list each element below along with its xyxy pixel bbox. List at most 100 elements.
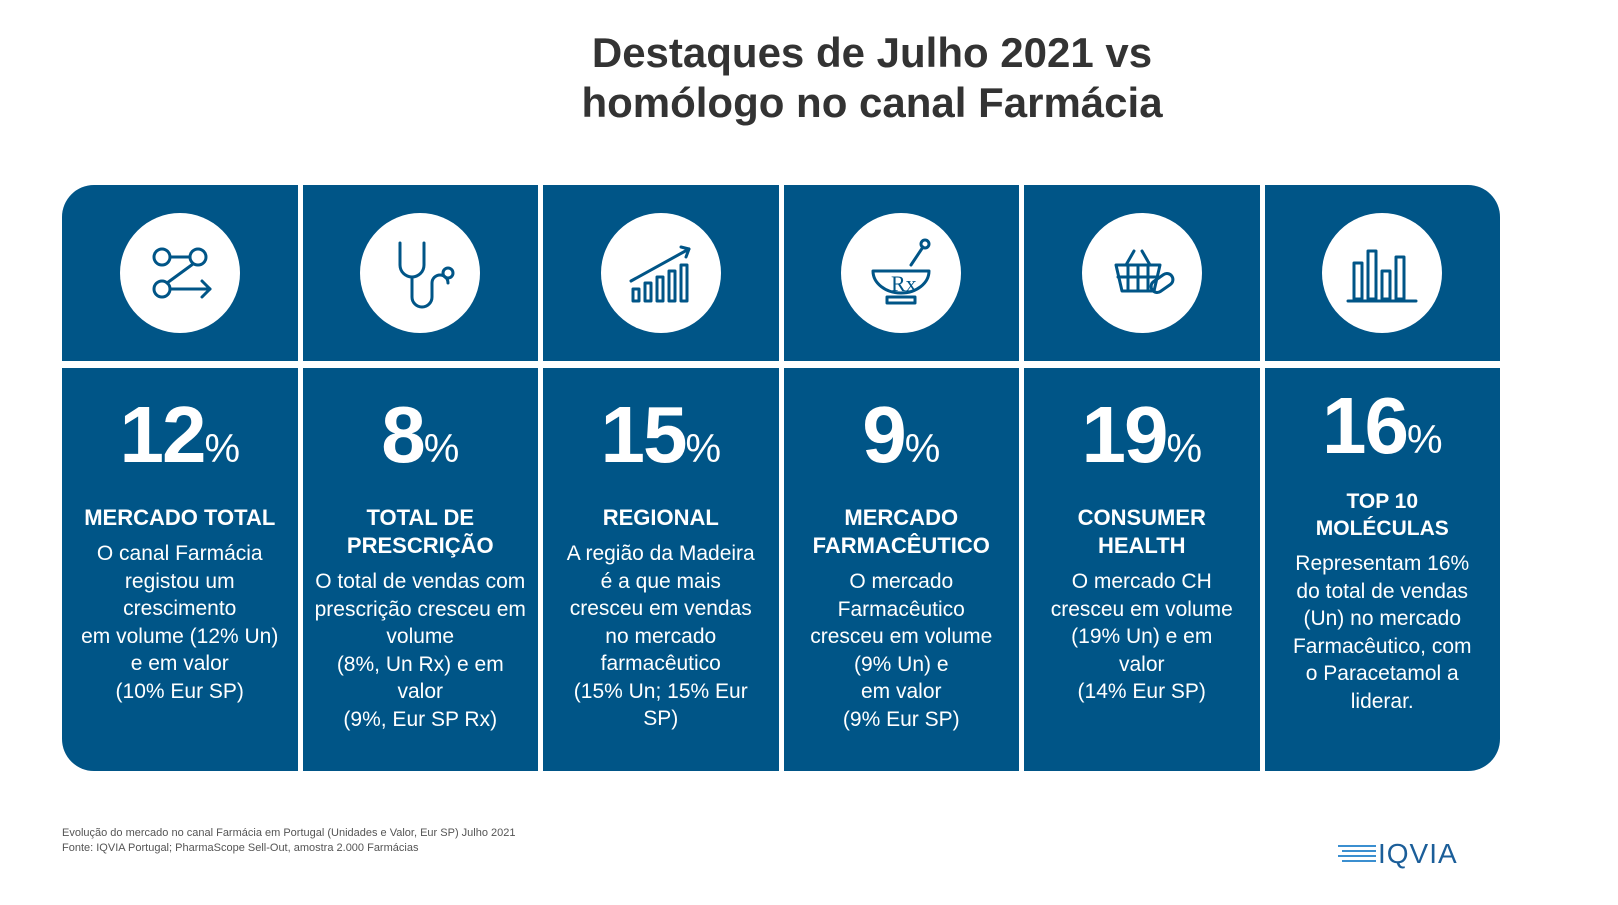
description-line: O mercado CH — [1071, 570, 1212, 593]
unit: % — [1166, 427, 1203, 471]
heading-line: MERCADO — [844, 505, 959, 530]
description: A região da Madeira é a que mais cresceu e… — [543, 540, 779, 733]
icon: Rx — [841, 213, 962, 333]
card-body: 9% MERCADO FARMACÊUTICO O mercado Farmacêuti… — [784, 368, 1020, 733]
description-line: valor — [397, 680, 444, 703]
description-line: (14% Eur SP) — [1077, 680, 1206, 703]
heading-line: MERCADO TOTAL — [84, 505, 276, 530]
description-line: O mercado — [849, 570, 954, 593]
heading: TOTAL DE PRESCRIÇÃO — [303, 504, 539, 560]
number: 19 — [1081, 390, 1168, 479]
description-line: (9%, Eur SP Rx) — [343, 707, 498, 731]
card: 15% REGIONAL A região da Madeira é a que ma… — [543, 368, 779, 771]
heading: REGIONAL — [543, 504, 779, 532]
description-line: Farmacêutico — [837, 597, 965, 621]
title-line: homólogo no canal Farmácia — [581, 79, 1163, 126]
title: Destaques de Julho 2021 vs homólogo no ca… — [472, 28, 1272, 128]
icon — [1322, 213, 1443, 333]
description-line: cresceu em volume — [1050, 597, 1233, 621]
card-body: 19% CONSUMER HEALTH O mercado CH cresceu em … — [1024, 368, 1260, 706]
description-line: cresceu em volume — [810, 625, 993, 648]
icon-cell — [302, 185, 538, 361]
description: Representam 16% do total de vendas (Un) no… — [1265, 550, 1501, 715]
big-number: 19% — [1024, 390, 1260, 494]
description-line: farmacêutico — [600, 652, 721, 675]
icon-cell: Rx — [783, 185, 1019, 361]
card: 16% TOP 10 MOLÉCULAS Representam 16% do tota… — [1264, 368, 1501, 771]
footnote: Evolução do mercado no canal Farmácia em… — [62, 826, 516, 856]
unit: % — [1406, 418, 1443, 462]
description-line: é a que mais — [600, 569, 721, 593]
description-line: Farmacêutico, com — [1292, 634, 1472, 658]
icon-graphic — [1114, 249, 1175, 294]
heading-line: HEALTH — [1097, 533, 1186, 558]
panel: 12% MERCADO TOTAL O canal Farmácia registou… — [62, 185, 1500, 771]
footnote-line: Fonte: IQVIA Portugal; PharmaScope Sell-… — [62, 842, 419, 854]
description-line: A região da Madeira — [566, 542, 755, 565]
icon-cell — [1264, 185, 1500, 361]
description-line: do total de vendas — [1296, 579, 1469, 603]
description-line: (9% Eur SP) — [842, 707, 960, 731]
heading-line: PRESCRIÇÃO — [346, 533, 494, 558]
number: 16 — [1321, 381, 1409, 470]
card-body: 15% REGIONAL A região da Madeira é a que ma… — [543, 368, 779, 733]
description-line: cresceu em vendas — [569, 597, 752, 620]
description-line: O total de vendas com — [315, 570, 526, 593]
description-line: em volume (12% Un) — [81, 624, 279, 648]
icon-graphic — [1346, 249, 1418, 303]
title-line: Destaques de Julho 2021 vs — [591, 29, 1153, 76]
description-line: o Paracetamol a — [1305, 662, 1459, 685]
description-line: e em valor — [130, 652, 229, 675]
icon-graphic — [152, 247, 212, 299]
heading-line: CONSUMER — [1077, 505, 1206, 530]
icon-graphic — [398, 241, 455, 309]
big-number: 9% — [784, 390, 1020, 494]
icon — [360, 213, 481, 333]
number: 9 — [862, 390, 906, 479]
icon — [600, 213, 721, 333]
description-line: Representam 16% — [1295, 552, 1470, 575]
svg-text:Rx: Rx — [891, 271, 917, 296]
logo: IQVIA — [1338, 838, 1458, 869]
description-line: no mercado — [605, 624, 717, 648]
heading: MERCADO TOTAL — [62, 504, 298, 532]
description-line: (Un) no mercado — [1303, 607, 1462, 630]
heading-line: REGIONAL — [602, 505, 719, 530]
description: O mercado CH cresceu em volume (19% Un) e … — [1024, 568, 1260, 706]
description-line: (9% Un) e — [853, 652, 949, 676]
unit: % — [904, 427, 941, 471]
description-line: volume — [386, 625, 455, 648]
big-number: 16% — [1265, 386, 1501, 480]
description-line: (15% Un; 15% Eur — [573, 679, 748, 703]
card: 12% MERCADO TOTAL O canal Farmácia registou… — [62, 368, 298, 771]
icon-cell — [543, 185, 779, 361]
number: 12 — [119, 390, 206, 479]
description-line: crescimento — [123, 597, 237, 620]
card-body: 8% TOTAL DE PRESCRIÇÃO O total de vendas co… — [303, 368, 539, 733]
card: 8% TOTAL DE PRESCRIÇÃO O total de vendas co… — [302, 368, 539, 771]
unit: % — [685, 427, 722, 471]
card-body: 16% TOP 10 MOLÉCULAS Representam 16% do tota… — [1265, 368, 1501, 715]
description-line: prescrição cresceu em — [314, 597, 526, 621]
icon — [119, 213, 240, 333]
unit: % — [423, 427, 460, 471]
logo-text: IQVIA — [1378, 838, 1458, 869]
description-line: O canal Farmácia — [96, 542, 263, 565]
description-line: (19% Un) e em — [1071, 625, 1213, 648]
heading-line: TOTAL DE — [366, 505, 475, 530]
number: 8 — [381, 390, 425, 479]
description-line: liderar. — [1350, 689, 1414, 713]
description-line: valor — [1118, 652, 1165, 676]
card-body: 12% MERCADO TOTAL O canal Farmácia registou… — [62, 368, 298, 705]
description-line: SP) — [643, 707, 679, 730]
icon-cell — [1024, 185, 1260, 361]
heading: TOP 10 MOLÉCULAS — [1265, 488, 1501, 542]
description: O mercado Farmacêutico cresceu em volume (9… — [784, 568, 1020, 733]
description: O canal Farmácia registou um crescimento em… — [62, 540, 298, 705]
icon-cell — [62, 185, 298, 361]
heading-line: FARMACÊUTICO — [812, 533, 990, 558]
big-number: 8% — [303, 390, 539, 494]
card: 19% CONSUMER HEALTH O mercado CH cresceu em … — [1024, 368, 1260, 771]
big-number: 12% — [62, 390, 298, 494]
